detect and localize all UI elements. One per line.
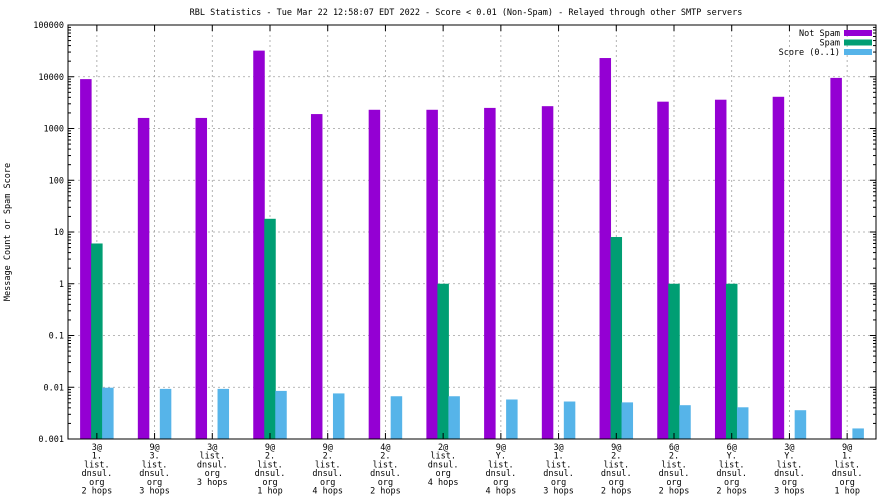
bar-not-spam — [80, 79, 92, 439]
legend-swatch — [844, 49, 872, 55]
bar-score-0-1 — [506, 399, 518, 439]
bar-not-spam — [137, 117, 150, 439]
bar-score-0-1 — [448, 396, 460, 439]
bar-score-0-1 — [102, 387, 114, 439]
x-tick-label: 9@ 3. list. dnsul. org 3 hops — [139, 443, 170, 497]
x-tick-label: 4@ 2. list. dnsul. org 2 hops — [370, 443, 401, 497]
bar-not-spam — [253, 50, 265, 439]
x-tick-label: 6@ Y. list. dnsul. org 2 hops — [716, 443, 747, 497]
y-tick-label: 1000 — [44, 125, 64, 135]
x-tick-label: 9@ 2. list. dnsul. org 4 hops — [312, 443, 343, 497]
legend-swatch — [844, 39, 872, 46]
x-tick-label: 3@ 1. list. dnsul. org 3 hops — [543, 443, 574, 497]
bar-spam — [264, 218, 276, 439]
y-tick-label: 0.1 — [49, 332, 64, 342]
bar-not-spam — [772, 96, 785, 439]
bar-score-0-1 — [621, 402, 634, 439]
x-tick-label: 9@ 1. list. dnsul. org 1 hop — [832, 443, 863, 497]
x-tick-label: 3@ list. dnsul. org 3 hops — [197, 443, 228, 488]
x-axis-ticks: 3@ 1. list. dnsul. org 2 hops 9@ 3. list. dnsul. o… — [81, 25, 863, 497]
y-axis-label: Message Count or Spam Score — [3, 163, 13, 301]
bar-not-spam — [541, 106, 554, 439]
legend-swatch — [844, 30, 872, 36]
x-tick-label: 6@ 2. list. dnsul. org 2 hops — [659, 443, 690, 497]
bar-spam — [437, 283, 449, 439]
y-tick-label: 0.01 — [44, 383, 64, 393]
bar-not-spam — [195, 117, 208, 439]
y-axis-ticks: 0.001 0.01 0.1 1 10 100 1000 10000 100000 — [33, 21, 876, 445]
legend-label: Spam — [820, 39, 840, 49]
y-tick-label: 100000 — [33, 21, 64, 31]
grid-lines — [68, 25, 876, 439]
bar-score-0-1 — [852, 428, 864, 439]
x-tick-label: 9@ 2. list. dnsul. org 2 hops — [601, 443, 632, 497]
bar-not-spam — [830, 77, 842, 439]
bar-not-spam — [714, 99, 727, 440]
bar-score-0-1 — [275, 390, 287, 439]
y-tick-label: 0.001 — [38, 435, 64, 445]
bar-score-0-1 — [332, 393, 345, 439]
bar-spam — [668, 283, 680, 439]
bar-not-spam — [310, 114, 323, 440]
y-tick-label: 1 — [59, 280, 64, 290]
x-tick-label: 9@ 2. list. dnsul. org 1 hop — [255, 443, 286, 497]
bar-not-spam — [484, 107, 496, 439]
x-tick-label: 3@ Y. list. dnsul. org 3 hops — [774, 443, 805, 497]
y-tick-label: 10000 — [38, 73, 64, 83]
y-tick-label: 10 — [54, 228, 64, 238]
bar-score-0-1 — [563, 401, 576, 439]
bar-score-0-1 — [794, 410, 807, 439]
x-tick-label: 3@ 1. list. dnsul. org 2 hops — [81, 443, 112, 497]
bar-not-spam — [599, 58, 612, 440]
x-tick-label: 9@ Y. list. dnsul. org 4 hops — [485, 443, 516, 497]
bar-score-0-1 — [679, 405, 691, 439]
bar-not-spam — [426, 109, 438, 440]
bar-spam — [610, 237, 623, 439]
legend-label: Not Spam — [799, 29, 840, 39]
bar-spam — [91, 243, 103, 439]
bar-not-spam — [368, 109, 381, 440]
bar-score-0-1 — [390, 396, 403, 439]
bar-score-0-1 — [736, 407, 749, 439]
bar-spam — [725, 283, 738, 439]
x-tick-label: 2@ list. dnsul. org 4 hops — [428, 443, 459, 488]
bar-score-0-1 — [217, 388, 230, 439]
legend-label: Score (0..1) — [779, 48, 840, 58]
bar-score-0-1 — [159, 388, 172, 439]
chart-title: RBL Statistics - Tue Mar 22 12:58:07 EDT… — [190, 8, 743, 18]
bars — [80, 50, 864, 440]
bar-not-spam — [657, 101, 669, 439]
y-tick-label: 100 — [49, 176, 64, 186]
